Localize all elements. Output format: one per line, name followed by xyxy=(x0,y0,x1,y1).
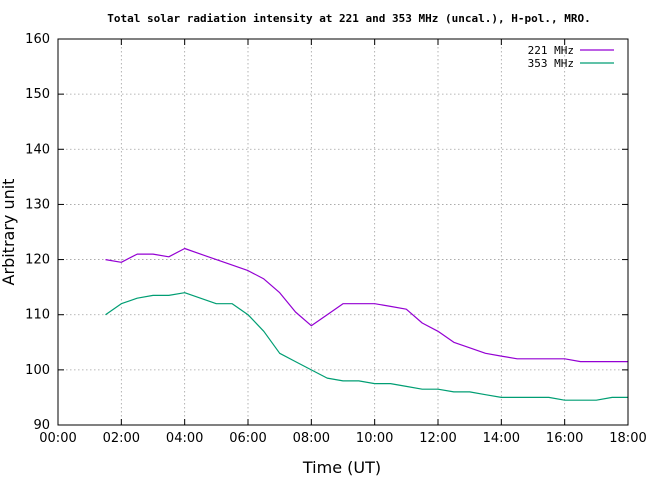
grid-lines xyxy=(58,39,628,425)
x-tick-label: 16:00 xyxy=(546,431,583,446)
y-tick-label: 110 xyxy=(25,308,50,323)
x-tick-label: 06:00 xyxy=(229,431,266,446)
x-tick-label: 08:00 xyxy=(293,431,330,446)
y-tick-label: 120 xyxy=(25,253,50,268)
x-tick-label: 00:00 xyxy=(39,431,76,446)
series-line-221-mhz xyxy=(105,247,628,363)
y-tick-label: 100 xyxy=(25,363,50,378)
y-tick-label: 150 xyxy=(25,87,50,102)
x-tick-label: 04:00 xyxy=(166,431,203,446)
chart-title: Total solar radiation intensity at 221 a… xyxy=(107,12,590,25)
x-tick-label: 10:00 xyxy=(356,431,393,446)
series-layer xyxy=(105,247,628,401)
legend-label-221: 221 MHz xyxy=(528,44,574,57)
axis-ticks: 00:00 02:00 04:00 06:00 08:00 10:00 12:00 14:00… xyxy=(25,32,647,446)
x-tick-label: 18:00 xyxy=(609,431,646,446)
x-tick-label: 02:00 xyxy=(103,431,140,446)
plot-frame xyxy=(57,38,629,426)
y-tick-label: 140 xyxy=(25,142,50,157)
y-tick-label: 130 xyxy=(25,197,50,212)
y-tick-label: 90 xyxy=(33,418,50,433)
y-axis-label: Arbitrary unit xyxy=(0,179,18,286)
x-axis-label: Time (UT) xyxy=(302,458,381,477)
x-tick-label: 12:00 xyxy=(419,431,456,446)
legend: 221 MHz 353 MHz xyxy=(528,44,614,70)
x-tick-label: 14:00 xyxy=(483,431,520,446)
legend-label-353: 353 MHz xyxy=(528,57,574,70)
y-tick-label: 160 xyxy=(25,32,50,47)
series-line-353-mhz xyxy=(105,292,628,401)
